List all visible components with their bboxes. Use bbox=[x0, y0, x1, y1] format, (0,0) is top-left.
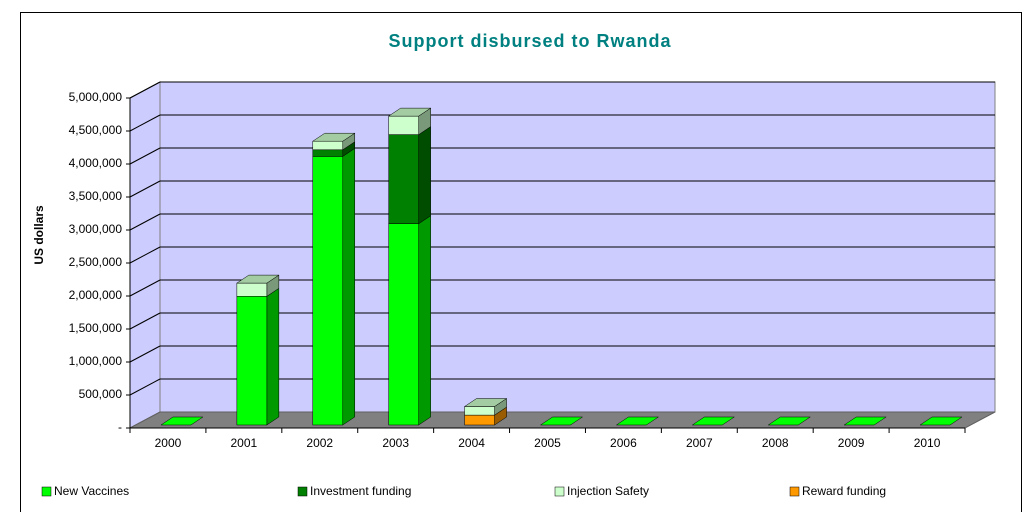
grid-line bbox=[129, 279, 161, 297]
legend-swatch bbox=[789, 486, 800, 497]
bar bbox=[464, 414, 495, 426]
bar bbox=[312, 149, 344, 157]
bar-top bbox=[843, 416, 887, 426]
x-tick-label: 2002 bbox=[306, 436, 333, 450]
bar-top bbox=[236, 274, 280, 284]
x-tick-label: 2001 bbox=[231, 436, 258, 450]
grid-line bbox=[129, 81, 161, 99]
bar bbox=[236, 296, 268, 426]
bar-top bbox=[919, 416, 963, 426]
y-tick-label: - bbox=[118, 420, 122, 434]
bar bbox=[388, 134, 419, 224]
y-tick-label: 1,500,000 bbox=[69, 321, 123, 335]
x-tick-label: 2000 bbox=[155, 436, 182, 450]
bar-top bbox=[160, 416, 204, 426]
legend-label: Injection Safety bbox=[567, 484, 649, 498]
bar bbox=[312, 140, 344, 151]
x-tick-label: 2008 bbox=[762, 436, 789, 450]
legend-label: New Vaccines bbox=[54, 484, 129, 498]
y-tick-label: 4,500,000 bbox=[69, 123, 123, 137]
bar bbox=[236, 282, 268, 297]
bar-top bbox=[615, 416, 660, 426]
bar-side bbox=[342, 147, 356, 426]
chart-title: Support disbursed to Rwanda bbox=[388, 31, 671, 51]
y-tick-label: 1,000,000 bbox=[69, 354, 123, 368]
grid-line bbox=[129, 345, 161, 363]
y-tick-label: 500,000 bbox=[79, 387, 123, 401]
y-tick-label: 4,000,000 bbox=[69, 156, 123, 170]
bar bbox=[464, 406, 495, 416]
grid-line bbox=[129, 180, 161, 198]
grid-line bbox=[129, 147, 161, 165]
x-tick-label: 2010 bbox=[914, 436, 941, 450]
x-tick-label: 2007 bbox=[686, 436, 713, 450]
bar-side bbox=[266, 287, 280, 426]
legend-swatch bbox=[554, 486, 565, 497]
bar-side bbox=[418, 126, 431, 225]
bar-top bbox=[539, 416, 584, 426]
bar bbox=[388, 223, 419, 426]
bar-side bbox=[418, 215, 431, 426]
y-tick-label: 3,000,000 bbox=[69, 222, 123, 236]
legend-label: Reward funding bbox=[802, 484, 886, 498]
x-tick-label: 2006 bbox=[610, 436, 637, 450]
bar bbox=[388, 115, 419, 135]
grid-line bbox=[129, 378, 161, 396]
y-tick-label: 2,500,000 bbox=[69, 255, 123, 269]
bar-top bbox=[463, 398, 508, 407]
x-tick-label: 2003 bbox=[382, 436, 409, 450]
x-tick-label: 2004 bbox=[458, 436, 485, 450]
bar-top bbox=[311, 132, 356, 142]
bar-top bbox=[691, 416, 736, 426]
bar bbox=[312, 156, 344, 426]
grid-line bbox=[129, 246, 161, 264]
x-tick-label: 2009 bbox=[838, 436, 865, 450]
legend-swatch bbox=[41, 486, 52, 497]
legend-label: Investment funding bbox=[310, 484, 411, 498]
y-tick-label: 5,000,000 bbox=[69, 90, 123, 104]
y-tick-label: 3,500,000 bbox=[69, 189, 123, 203]
bar-top bbox=[767, 416, 812, 426]
grid-line bbox=[129, 114, 161, 132]
y-tick-label: 2,000,000 bbox=[69, 288, 123, 302]
legend-swatch bbox=[297, 486, 308, 497]
x-tick-label: 2005 bbox=[534, 436, 561, 450]
grid-line bbox=[129, 213, 161, 231]
bar-top bbox=[387, 107, 432, 117]
grid-line bbox=[129, 312, 161, 330]
y-axis-title: US dollars bbox=[32, 205, 46, 265]
